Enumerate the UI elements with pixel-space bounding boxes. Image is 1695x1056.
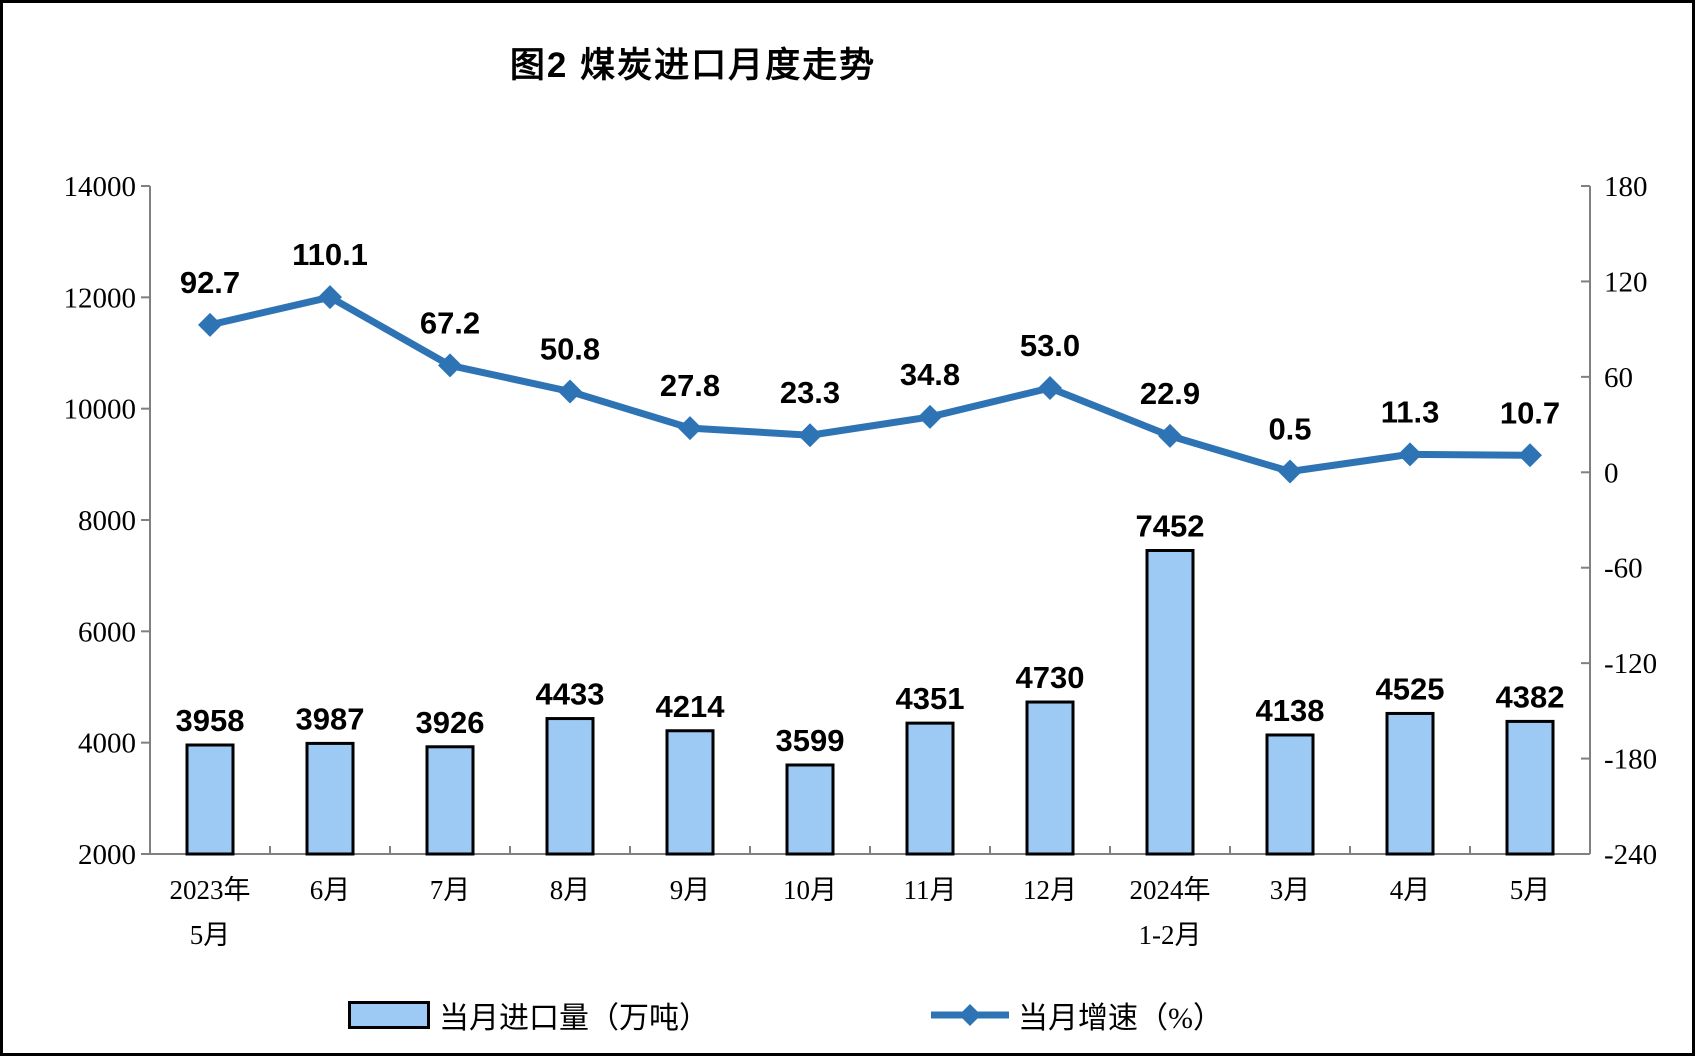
category-label: 7月 (430, 875, 471, 905)
bar (1025, 700, 1075, 856)
growth-line (206, 293, 1534, 475)
left-axis-tick-label: 10000 (64, 394, 137, 426)
category-label: 10月 (783, 875, 837, 905)
bar-value-label: 3599 (776, 723, 845, 758)
right-axis-tick-label: -180 (1604, 744, 1657, 776)
line-marker-diamond (918, 404, 942, 429)
right-axis-tick-label: 120 (1604, 266, 1648, 298)
bar (425, 745, 475, 856)
bar-value-label: 4382 (1496, 679, 1565, 714)
legend-item-import-volume: 当月进口量（万吨） (348, 995, 709, 1035)
line-marker-diamond (198, 312, 222, 337)
right-axis-tick-label: 0 (1604, 457, 1619, 489)
left-axis-tick-label: 14000 (64, 171, 137, 203)
line-marker-diamond (1278, 459, 1302, 484)
bar-value-label: 4351 (896, 681, 965, 716)
bar-value-label: 4433 (536, 677, 605, 712)
bar-swatch-icon (348, 1001, 430, 1029)
left-axis-tick-label: 12000 (64, 282, 137, 314)
line-value-label: 0.5 (1268, 411, 1311, 446)
bar (1145, 549, 1195, 856)
category-label: 6月 (310, 875, 351, 905)
category-label: 4月 (1390, 875, 1431, 905)
line-swatch-icon (929, 1002, 1011, 1028)
right-axis-tick-label: -60 (1604, 553, 1643, 585)
line-value-label: 53.0 (1020, 328, 1080, 363)
bar-value-label: 7452 (1136, 509, 1205, 544)
category-label: 2024年 (1130, 875, 1211, 905)
category-label-line2: 5月 (190, 920, 231, 950)
bar (1385, 711, 1435, 856)
bar-value-label: 3958 (176, 703, 245, 738)
right-axis-tick-label: 180 (1604, 171, 1648, 203)
bar-value-label: 4138 (1256, 693, 1325, 728)
category-label: 11月 (904, 875, 957, 905)
left-axis-tick-label: 2000 (78, 839, 136, 871)
category-label: 3月 (1270, 875, 1311, 905)
legend-label-growth-rate: 当月增速（%） (1018, 1002, 1223, 1035)
left-axis-tick-label: 4000 (78, 728, 136, 760)
bar-value-label: 3987 (296, 701, 365, 736)
bar-value-label: 3926 (416, 705, 485, 740)
bar (185, 743, 235, 856)
line-marker-diamond (1038, 375, 1062, 400)
line-marker-diamond (678, 416, 702, 441)
line-marker-diamond (798, 423, 822, 448)
right-axis-tick-label: -240 (1604, 839, 1657, 871)
line-value-label: 92.7 (180, 265, 240, 300)
bar-value-label: 4214 (656, 689, 726, 724)
line-value-label: 110.1 (292, 237, 368, 272)
line-marker-diamond (1518, 443, 1542, 468)
line-value-label: 23.3 (780, 375, 840, 410)
legend-item-growth-rate: 当月增速（%） (929, 995, 1223, 1035)
line-value-label: 50.8 (540, 331, 600, 366)
line-marker-diamond (558, 379, 582, 404)
bar (545, 717, 595, 856)
line-value-label: 22.9 (1140, 376, 1200, 411)
category-label-line2: 1-2月 (1139, 920, 1202, 950)
line-value-label: 27.8 (660, 368, 720, 403)
legend-label-import-volume: 当月进口量（万吨） (439, 1002, 709, 1035)
line-marker-diamond (1398, 442, 1422, 467)
line-value-label: 34.8 (900, 357, 960, 392)
bar (905, 721, 955, 856)
left-axis-tick-label: 6000 (78, 616, 136, 648)
line-value-label: 10.7 (1500, 395, 1560, 430)
category-label: 5月 (1510, 875, 1551, 905)
bar (785, 763, 835, 856)
line-value-label: 11.3 (1381, 394, 1440, 429)
right-axis-tick-label: 60 (1604, 362, 1633, 394)
category-label: 12月 (1023, 875, 1077, 905)
bar (665, 729, 715, 856)
right-axis-tick-label: -120 (1604, 648, 1657, 680)
bar (1505, 719, 1555, 856)
line-marker-diamond (318, 285, 342, 310)
chart-title: 图2 煤炭进口月度走势 (509, 46, 877, 85)
left-axis-tick-label: 8000 (78, 505, 136, 537)
bar-value-label: 4730 (1016, 660, 1085, 695)
category-label: 8月 (550, 875, 591, 905)
category-label: 2023年 (170, 875, 251, 905)
line-value-label: 67.2 (420, 305, 480, 340)
line-marker-diamond (438, 353, 462, 378)
bar (1265, 733, 1315, 856)
chart-plot: 14000 12000 10000 8000 6000 4000 2000 180 120 60 0… (64, 171, 1658, 950)
line-marker-diamond (1158, 423, 1182, 448)
bar-value-label: 4525 (1376, 671, 1445, 706)
category-label: 9月 (670, 875, 711, 905)
bar (305, 741, 355, 856)
